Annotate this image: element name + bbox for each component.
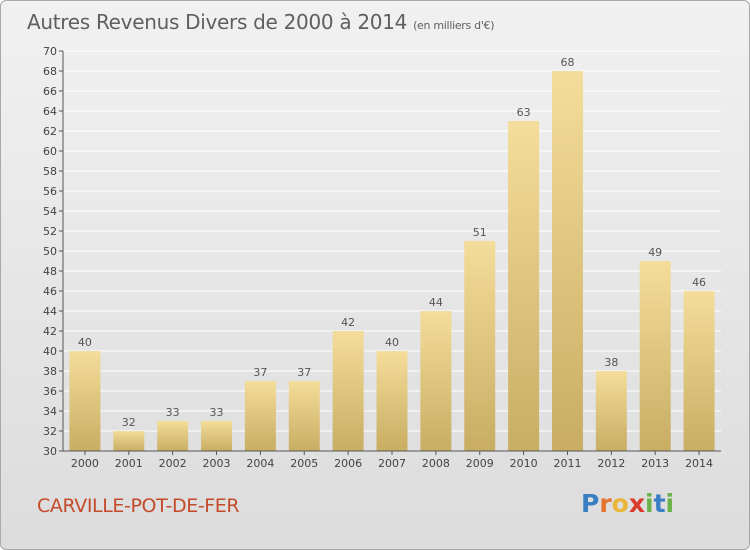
y-tick-label: 54: [43, 205, 57, 218]
data-label: 33: [210, 406, 224, 419]
title-text: Autres Revenus Divers de 2000 à 2014: [27, 10, 408, 34]
bar: [244, 381, 276, 451]
y-tick-label: 60: [43, 145, 57, 158]
y-tick-label: 62: [43, 125, 57, 138]
bar: [113, 431, 145, 451]
y-tick-label: 38: [43, 365, 57, 378]
y-tick-label: 70: [43, 45, 57, 58]
bar: [157, 421, 189, 451]
y-tick-label: 46: [43, 285, 57, 298]
logo-letter: x: [628, 489, 645, 518]
y-tick-label: 64: [43, 105, 57, 118]
logo-letter: P: [581, 489, 600, 518]
x-tick-label: 2010: [510, 457, 538, 470]
x-tick-label: 2003: [203, 457, 231, 470]
x-tick-label: 2005: [290, 457, 318, 470]
logo-letter: r: [599, 489, 612, 518]
data-label: 40: [385, 336, 399, 349]
bar: [376, 351, 408, 451]
y-tick-label: 40: [43, 345, 57, 358]
data-label: 51: [473, 226, 487, 239]
x-tick-label: 2007: [378, 457, 406, 470]
logo-letter: o: [611, 489, 629, 518]
data-label: 40: [78, 336, 92, 349]
data-label: 32: [122, 416, 136, 429]
bar: [69, 351, 101, 451]
chart-title: Autres Revenus Divers de 2000 à 2014 (en …: [27, 10, 495, 34]
data-label: 63: [517, 106, 531, 119]
y-tick-label: 36: [43, 385, 57, 398]
bar: [420, 311, 452, 451]
x-tick-label: 2012: [597, 457, 625, 470]
y-tick-label: 44: [43, 305, 57, 318]
y-tick-label: 42: [43, 325, 57, 338]
y-tick-label: 52: [43, 225, 57, 238]
proxiti-logo: Proxiti: [581, 489, 674, 518]
bar: [332, 331, 364, 451]
y-tick-label: 50: [43, 245, 57, 258]
commune-name: CARVILLE-POT-DE-FER: [37, 495, 240, 517]
y-tick-label: 68: [43, 65, 57, 78]
x-tick-label: 2008: [422, 457, 450, 470]
x-tick-label: 2011: [553, 457, 581, 470]
data-label: 68: [560, 56, 574, 69]
bar: [683, 291, 715, 451]
bars: [69, 71, 715, 451]
y-tick-label: 30: [43, 445, 57, 458]
data-label: 44: [429, 296, 443, 309]
axes: 30 32 34 36 38 40 42 44 46 48 50 52 54 56 58 60 62 64 66 68…: [43, 45, 721, 470]
data-label: 49: [648, 246, 662, 259]
bar: [639, 261, 671, 451]
title-unit: (en milliers d'€): [413, 19, 495, 32]
bar: [288, 381, 320, 451]
x-tick-label: 2000: [71, 457, 99, 470]
data-label: 38: [604, 356, 618, 369]
logo-letter: t: [653, 489, 666, 518]
y-tick-label: 34: [43, 405, 57, 418]
logo-letter: i: [645, 489, 654, 518]
x-tick-label: 2004: [246, 457, 274, 470]
x-tick-label: 2014: [685, 457, 713, 470]
y-tick-label: 32: [43, 425, 57, 438]
y-tick-label: 56: [43, 185, 57, 198]
bar: [508, 121, 540, 451]
bar: [595, 371, 627, 451]
data-label: 37: [253, 366, 267, 379]
y-tick-label: 58: [43, 165, 57, 178]
data-label: 33: [166, 406, 180, 419]
data-label: 37: [297, 366, 311, 379]
bar: [551, 71, 583, 451]
bar: [201, 421, 233, 451]
x-tick-label: 2009: [466, 457, 494, 470]
data-label: 46: [692, 276, 706, 289]
y-tick-label: 48: [43, 265, 57, 278]
x-tick-label: 2002: [159, 457, 187, 470]
data-label: 42: [341, 316, 355, 329]
bar: [464, 241, 496, 451]
x-tick-label: 2006: [334, 457, 362, 470]
x-tick-label: 2013: [641, 457, 669, 470]
x-tick-label: 2001: [115, 457, 143, 470]
logo-letter: i: [665, 489, 675, 518]
y-tick-label: 66: [43, 85, 57, 98]
